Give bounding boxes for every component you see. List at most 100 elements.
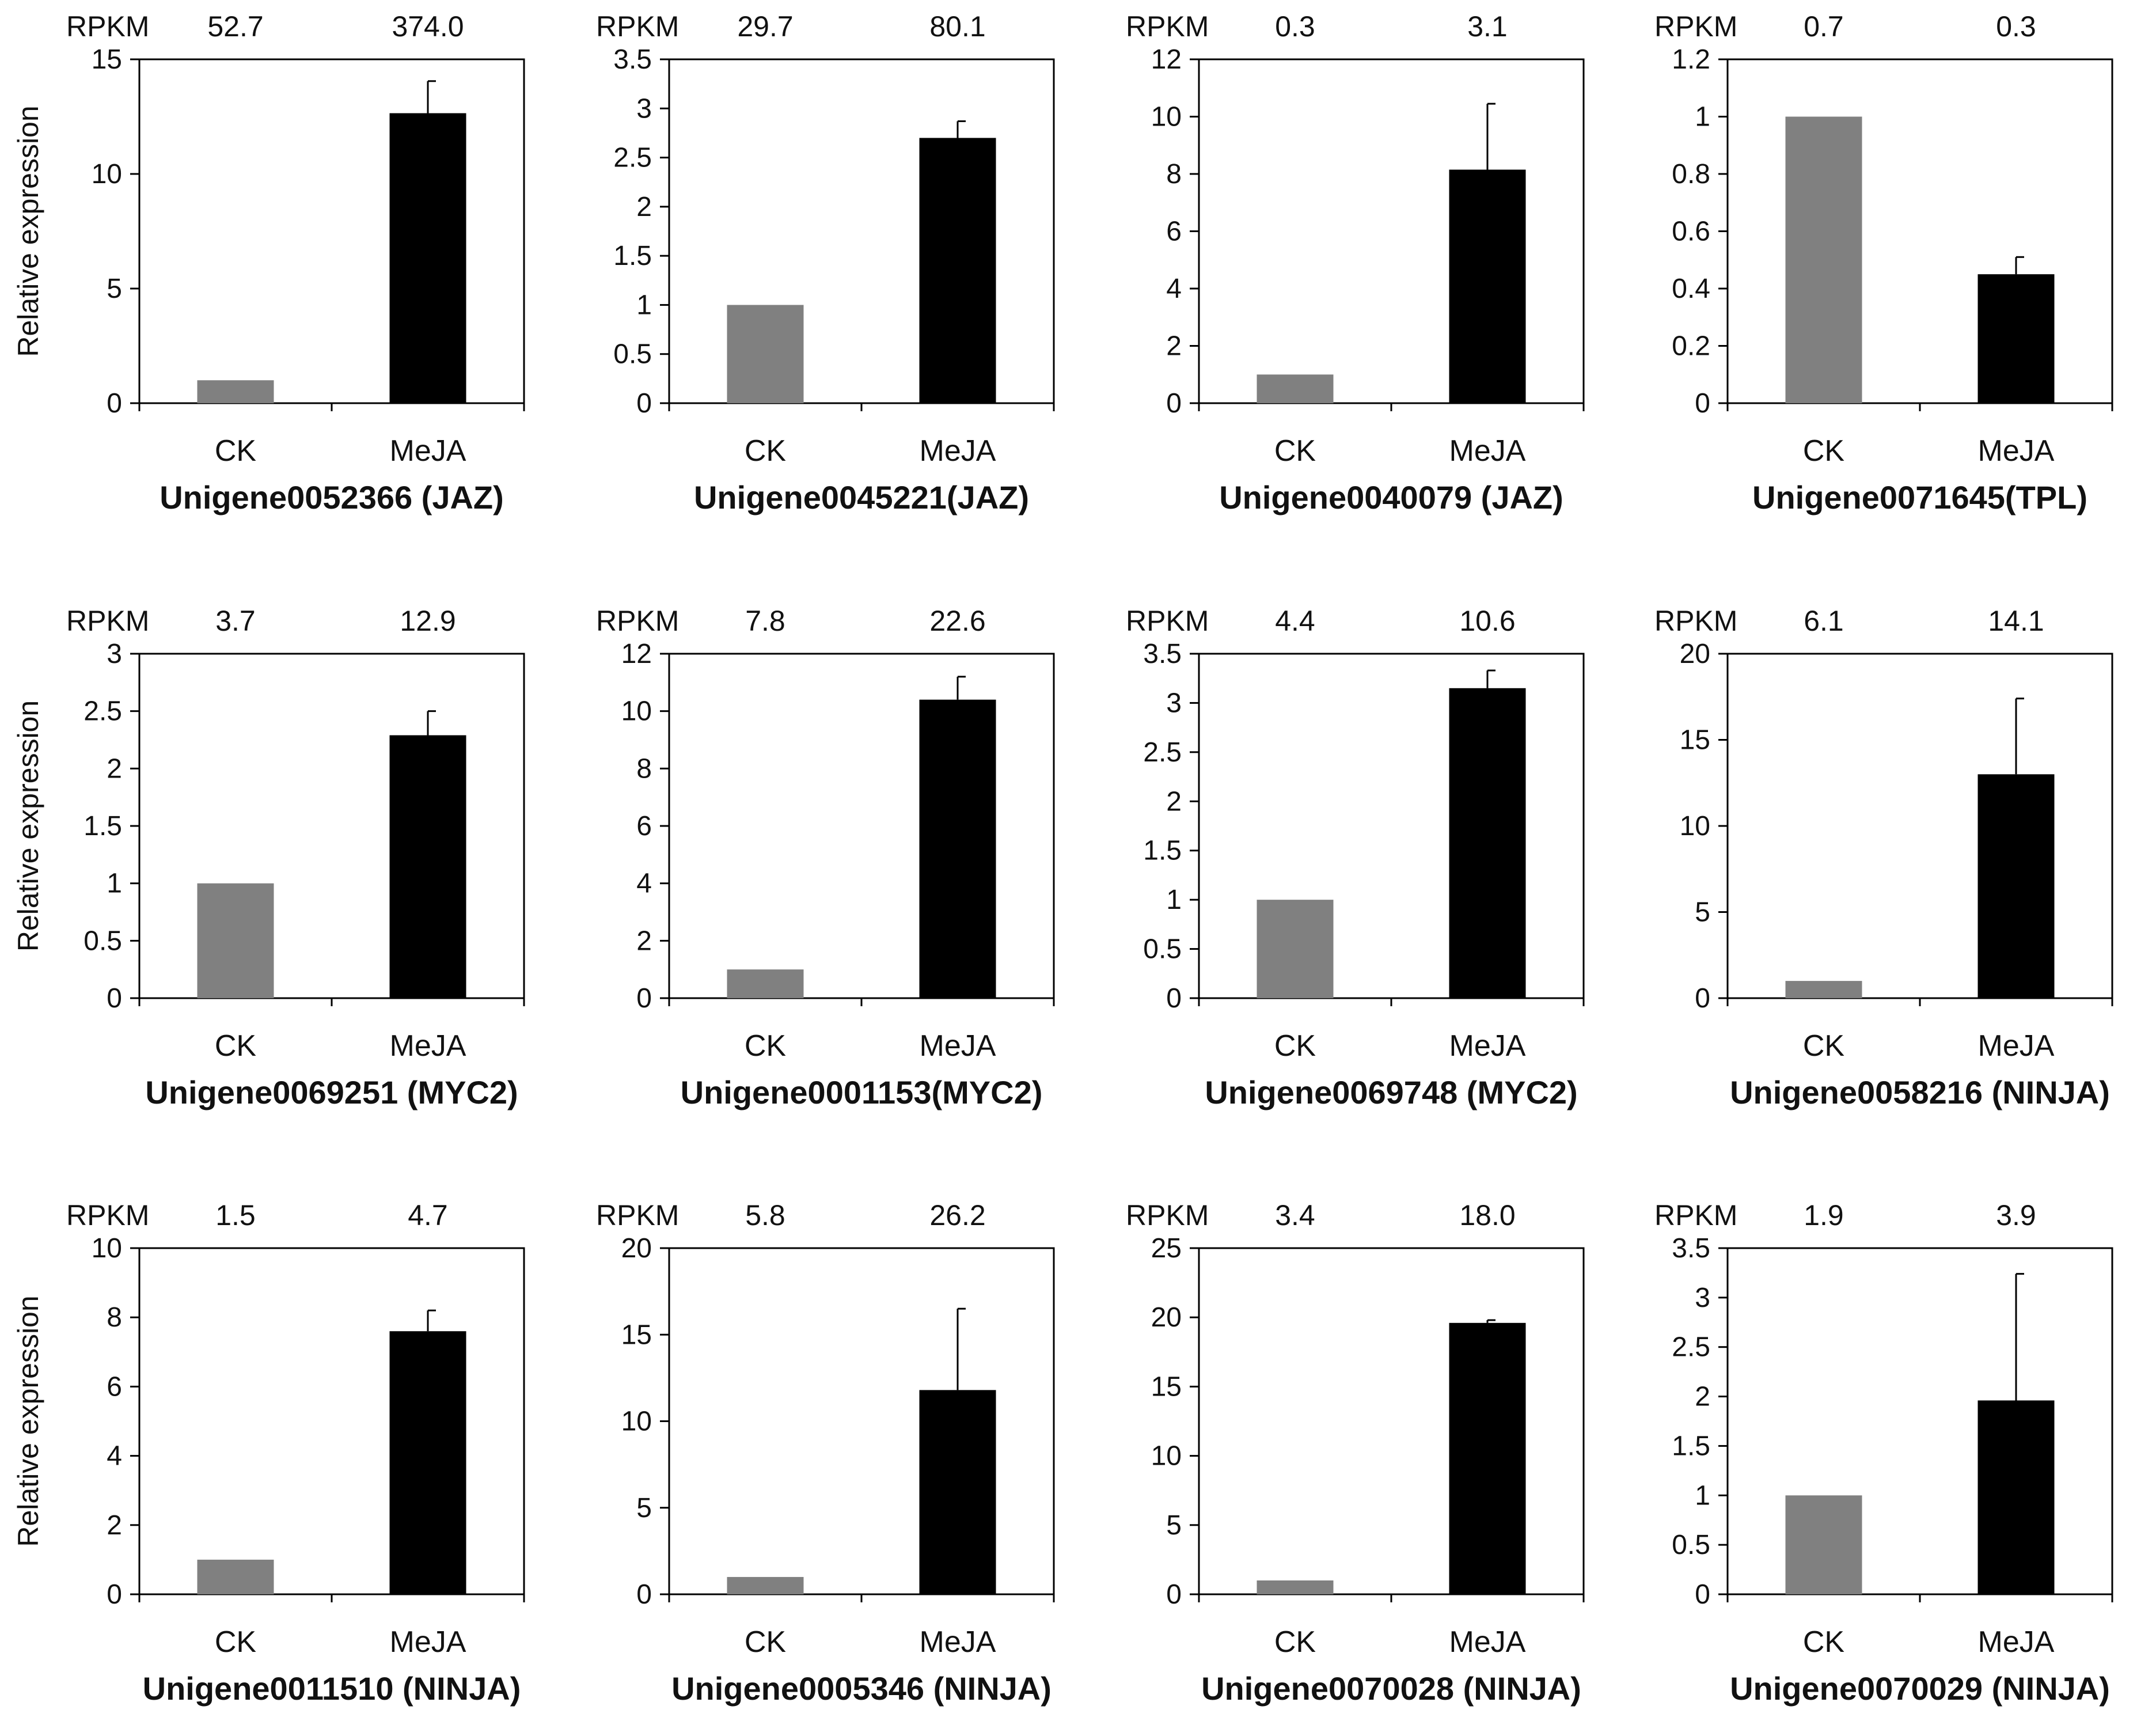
y-tick-label: 3 <box>1695 1283 1710 1313</box>
bar-meja <box>1449 169 1526 403</box>
category-label: CK <box>1274 434 1316 468</box>
bar-meja <box>1449 688 1526 998</box>
chart-title: Unigene0070029 (NINJA) <box>1730 1670 2110 1707</box>
bar-meja <box>919 1390 996 1594</box>
chart-title: Unigene0040079 (JAZ) <box>1219 479 1563 515</box>
rpkm-label: RPKM <box>66 1199 149 1231</box>
rpkm-label: RPKM <box>596 605 679 637</box>
chart-title: Unigene0005346 (NINJA) <box>671 1670 1052 1707</box>
bar-ck <box>1785 116 1862 403</box>
plot-frame <box>668 653 1055 999</box>
bar-ck <box>727 305 804 403</box>
bar-ck <box>197 883 274 998</box>
rpkm-value: 6.1 <box>1804 605 1844 637</box>
y-tick-label: 0 <box>107 388 122 419</box>
y-tick-label: 0.6 <box>1672 217 1710 247</box>
chart-title: Unigene0001153(MYC2) <box>681 1074 1043 1110</box>
chart-title: Unigene0011510 (NINJA) <box>143 1670 521 1707</box>
bar-meja <box>389 735 466 998</box>
y-tick-label: 0 <box>1695 388 1710 419</box>
y-tick-label: 0.4 <box>1672 274 1710 304</box>
y-tick-label: 2 <box>1166 331 1182 362</box>
category-label: CK <box>1803 434 1845 468</box>
category-label: MeJA <box>1978 1625 2055 1659</box>
y-tick-label: 15 <box>621 1320 652 1350</box>
rpkm-label: RPKM <box>66 605 149 637</box>
rpkm-value: 7.8 <box>745 605 785 637</box>
y-axis-label: Relative expression <box>12 1295 44 1546</box>
category-label: MeJA <box>390 1029 466 1063</box>
bar-ck <box>197 1559 274 1594</box>
chart-panel: 0 0.5 1 1.5 2 2.5 3 CK 3.7 MeJA 12.9 RPKM Unigene006… <box>12 605 525 1110</box>
rpkm-value: 1.9 <box>1804 1199 1844 1231</box>
rpkm-value: 14.1 <box>1988 605 2044 637</box>
category-label: CK <box>745 434 787 468</box>
y-tick-label: 3.5 <box>613 44 652 75</box>
rpkm-label: RPKM <box>66 10 149 43</box>
rpkm-label: RPKM <box>1654 605 1737 637</box>
y-tick-label: 15 <box>1680 725 1710 756</box>
y-tick-label: 3.5 <box>1143 639 1182 669</box>
plot-frame <box>1726 58 2113 404</box>
chart-panel: 0 5 10 15 20 25 CK 3.4 MeJA 18.0 RPKM Unigene007002… <box>1126 1199 1585 1707</box>
rpkm-value: 3.9 <box>1996 1199 2036 1231</box>
y-tick-label: 10 <box>1151 1441 1182 1472</box>
y-tick-label: 1.5 <box>1672 1431 1710 1461</box>
bar-meja <box>1977 274 2055 403</box>
rpkm-value: 3.4 <box>1275 1199 1315 1231</box>
plot-frame <box>138 653 525 999</box>
y-tick-label: 3 <box>1166 688 1182 718</box>
plot-frame <box>138 1247 525 1595</box>
y-axis-label: Relative expression <box>12 105 44 357</box>
y-tick-label: 2 <box>636 926 652 956</box>
y-tick-label: 15 <box>92 44 122 75</box>
category-label: CK <box>745 1029 787 1063</box>
y-tick-label: 10 <box>1151 102 1182 132</box>
rpkm-value: 1.5 <box>215 1199 256 1231</box>
chart-title: Unigene0052366 (JAZ) <box>160 479 504 515</box>
bar-meja <box>1449 1322 1526 1594</box>
chart-panel: 0 2 4 6 8 10 12 CK 0.3 MeJA 3.1 RPKM Unigene0040079 … <box>1126 10 1585 515</box>
y-tick-label: 2 <box>107 1510 122 1541</box>
category-label: CK <box>215 1625 257 1659</box>
category-label: MeJA <box>390 434 466 468</box>
y-tick-label: 1 <box>1695 1480 1710 1511</box>
y-tick-label: 4 <box>1166 274 1182 304</box>
bar-meja <box>919 699 996 998</box>
y-tick-label: 0 <box>1695 983 1710 1014</box>
chart-panel: 0 2 4 6 8 10 12 CK 7.8 MeJA 22.6 RPKM Unigene0001153… <box>596 605 1055 1110</box>
y-tick-label: 2.5 <box>613 143 652 173</box>
bar-meja <box>919 138 996 403</box>
y-tick-label: 5 <box>1166 1510 1182 1541</box>
plot-frame <box>1198 653 1585 999</box>
y-tick-label: 2 <box>1695 1382 1710 1412</box>
bar-ck <box>1785 981 1862 998</box>
y-tick-label: 1 <box>107 869 122 899</box>
y-tick-label: 0 <box>1166 983 1182 1014</box>
y-tick-label: 20 <box>621 1233 652 1264</box>
y-tick-label: 1 <box>636 290 652 320</box>
category-label: MeJA <box>390 1625 466 1659</box>
category-label: CK <box>1274 1625 1316 1659</box>
rpkm-value: 26.2 <box>929 1199 985 1231</box>
category-label: MeJA <box>1978 1029 2055 1063</box>
rpkm-value: 10.6 <box>1459 605 1515 637</box>
y-tick-label: 0 <box>1166 1579 1182 1610</box>
category-label: MeJA <box>1449 1625 1526 1659</box>
rpkm-value: 0.3 <box>1996 10 2036 43</box>
y-tick-label: 12 <box>621 639 652 669</box>
y-tick-label: 6 <box>1166 217 1182 247</box>
y-tick-label: 2.5 <box>1672 1332 1710 1363</box>
chart-title: Unigene0045221(JAZ) <box>694 479 1029 515</box>
y-tick-label: 0 <box>636 983 652 1014</box>
y-tick-label: 20 <box>1151 1302 1182 1333</box>
rpkm-value: 12.9 <box>400 605 456 637</box>
y-tick-label: 0 <box>1695 1579 1710 1610</box>
y-tick-label: 0.5 <box>83 926 122 956</box>
chart-title: Unigene0069748 (MYC2) <box>1205 1074 1577 1110</box>
y-tick-label: 1.5 <box>83 811 122 841</box>
rpkm-value: 29.7 <box>737 10 793 43</box>
rpkm-label: RPKM <box>1654 10 1737 43</box>
y-tick-label: 5 <box>107 274 122 304</box>
plot-frame <box>1198 58 1585 404</box>
